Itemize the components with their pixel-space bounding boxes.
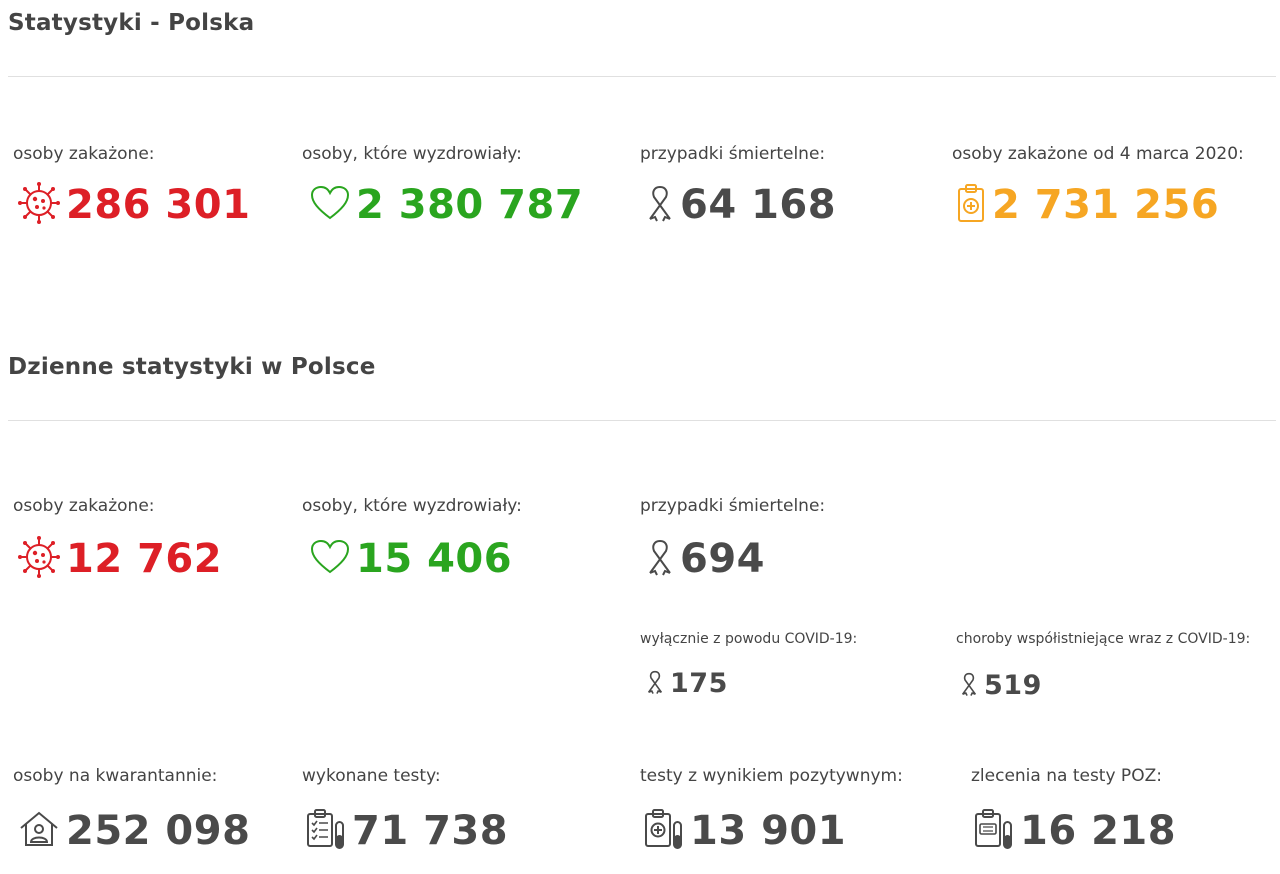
total-infected-value: 286 301	[18, 182, 250, 228]
ribbon-icon	[646, 538, 674, 580]
daily-recovered-label: osoby, które wyzdrowiały:	[302, 496, 522, 516]
ribbon-icon	[646, 184, 674, 226]
tests-label: wykonane testy:	[302, 766, 441, 786]
quarantine-value: 252 098	[18, 808, 250, 854]
divider	[8, 76, 1276, 77]
tests-value: 71 738	[306, 808, 508, 854]
daily-infected-value: 12 762	[18, 536, 222, 582]
section-title-total: Statystyki - Polska	[8, 10, 255, 36]
clipboard-medical-icon	[956, 183, 986, 227]
positive-tests-label: testy z wynikiem pozytywnym:	[640, 766, 903, 786]
clipboard-plus-test-tube-icon	[644, 808, 684, 854]
total-infected-since-label: osoby zakażone od 4 marca 2020:	[952, 144, 1244, 164]
daily-deaths-value: 694	[646, 536, 765, 582]
clipboard-poz-icon	[974, 808, 1014, 854]
daily-deaths-label: przypadki śmiertelne:	[640, 496, 826, 516]
deaths-comorbid-value: 519	[960, 670, 1042, 701]
total-deaths-value: 64 168	[646, 182, 836, 228]
deaths-covid-only-label: wyłącznie z powodu COVID-19:	[640, 631, 858, 647]
section-title-daily: Dzienne statystyki w Polsce	[8, 354, 376, 380]
house-person-icon	[18, 810, 60, 852]
total-deaths-label: przypadki śmiertelne:	[640, 144, 826, 164]
divider	[8, 420, 1276, 421]
deaths-comorbid-label: choroby współistniejące wraz z COVID-19:	[956, 631, 1251, 647]
heart-icon	[310, 539, 350, 579]
quarantine-label: osoby na kwarantannie:	[13, 766, 218, 786]
deaths-covid-only-value: 175	[646, 668, 728, 699]
total-recovered-label: osoby, które wyzdrowiały:	[302, 144, 522, 164]
total-infected-since-value: 2 731 256	[956, 182, 1219, 228]
ribbon-icon	[646, 669, 664, 699]
poz-orders-value: 16 218	[974, 808, 1176, 854]
heart-icon	[310, 185, 350, 225]
virus-icon	[18, 536, 60, 582]
ribbon-icon	[960, 671, 978, 701]
checklist-test-tube-icon	[306, 808, 346, 854]
virus-icon	[18, 182, 60, 228]
positive-tests-value: 13 901	[644, 808, 846, 854]
daily-infected-label: osoby zakażone:	[13, 496, 155, 516]
total-recovered-value: 2 380 787	[310, 182, 583, 228]
total-infected-label: osoby zakażone:	[13, 144, 155, 164]
daily-recovered-value: 15 406	[310, 536, 512, 582]
poz-orders-label: zlecenia na testy POZ:	[971, 766, 1162, 786]
